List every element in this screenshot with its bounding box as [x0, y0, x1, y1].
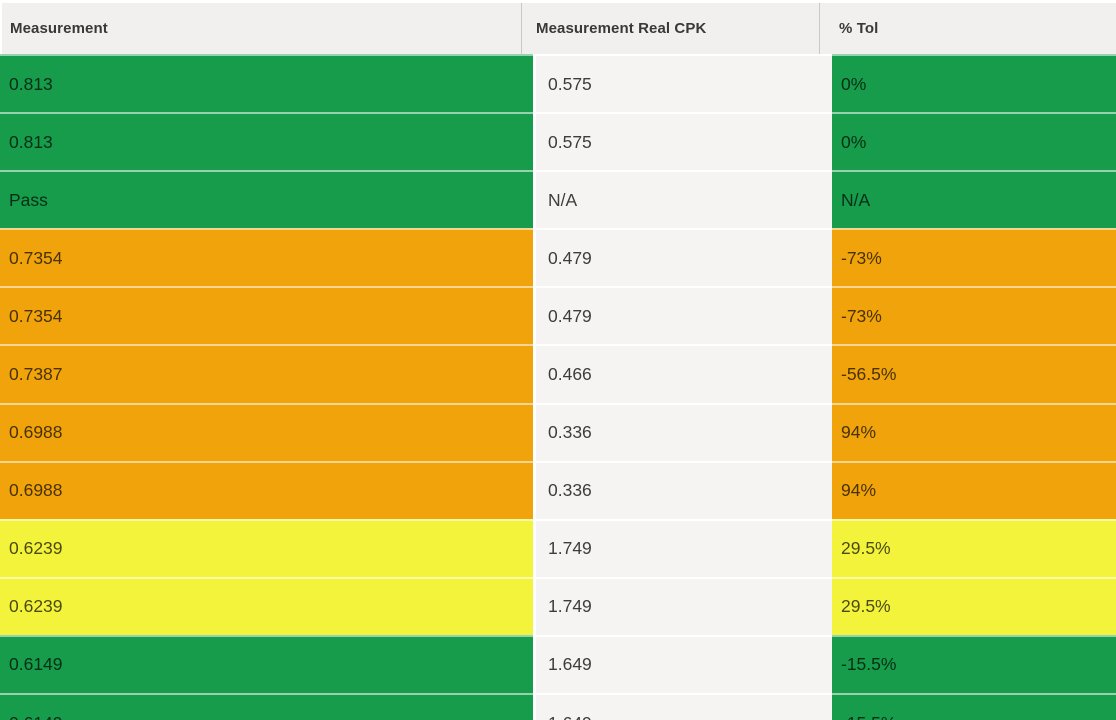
cell-measurement-real-cpk[interactable]: 1.649 [533, 693, 832, 720]
table-row: 0.7354 0.479 -73% [0, 228, 1116, 287]
cell-percent-tol[interactable]: 94% [832, 460, 1116, 519]
cell-percent-tol[interactable]: -73% [832, 228, 1116, 287]
cell-measurement[interactable]: 0.813 [0, 54, 533, 113]
cell-measurement-real-cpk[interactable]: 0.479 [533, 286, 832, 345]
cell-percent-tol[interactable]: -56.5% [832, 344, 1116, 403]
table-row: 0.813 0.575 0% [0, 112, 1116, 171]
column-header-measurement-real-cpk[interactable]: Measurement Real CPK [522, 3, 820, 54]
table-row: 0.6988 0.336 94% [0, 460, 1116, 519]
cell-measurement[interactable]: 0.7387 [0, 344, 533, 403]
cell-measurement-real-cpk[interactable]: 1.749 [533, 576, 832, 635]
cell-measurement-real-cpk[interactable]: 0.479 [533, 228, 832, 287]
cell-measurement[interactable]: 0.6149 [0, 634, 533, 694]
cell-percent-tol[interactable]: 29.5% [832, 576, 1116, 635]
cell-measurement[interactable]: 0.6239 [0, 576, 533, 635]
table-row: Pass N/A N/A [0, 170, 1116, 229]
table-row: 0.6149 1.649 -15.5% [0, 693, 1116, 720]
table-row: 0.6988 0.336 94% [0, 402, 1116, 461]
cell-measurement[interactable]: 0.6988 [0, 460, 533, 519]
column-header-percent-tol[interactable]: % Tol [839, 20, 879, 37]
cell-measurement[interactable]: 0.7354 [0, 286, 533, 345]
table-row: 0.7387 0.466 -56.5% [0, 344, 1116, 403]
table-row: 0.7354 0.479 -73% [0, 286, 1116, 345]
cell-percent-tol[interactable]: -73% [832, 286, 1116, 345]
cell-measurement[interactable]: 0.813 [0, 112, 533, 171]
cell-measurement-real-cpk[interactable]: 1.749 [533, 518, 832, 577]
cell-measurement-real-cpk[interactable]: 0.336 [533, 402, 832, 461]
cell-measurement[interactable]: Pass [0, 170, 533, 229]
cell-measurement-real-cpk[interactable]: 0.336 [533, 460, 832, 519]
table-body: 0.813 0.575 0% 0.813 0.575 0% Pass N/A N… [0, 54, 1116, 720]
table-row: 0.6149 1.649 -15.5% [0, 634, 1116, 694]
cell-percent-tol[interactable]: 0% [832, 112, 1116, 171]
table-row: 0.6239 1.749 29.5% [0, 576, 1116, 635]
cell-measurement[interactable]: 0.6988 [0, 402, 533, 461]
cell-measurement-real-cpk[interactable]: 1.649 [533, 634, 832, 694]
table-row: 0.6239 1.749 29.5% [0, 518, 1116, 577]
column-header-measurement[interactable]: Measurement [2, 3, 522, 54]
cell-percent-tol[interactable]: 0% [832, 54, 1116, 113]
cell-measurement-real-cpk[interactable]: N/A [533, 170, 832, 229]
cell-measurement[interactable]: 0.6239 [0, 518, 533, 577]
cell-percent-tol[interactable]: -15.5% [832, 634, 1116, 694]
cell-percent-tol[interactable]: -15.5% [832, 693, 1116, 720]
cell-measurement-real-cpk[interactable]: 0.575 [533, 54, 832, 113]
cell-percent-tol[interactable]: 29.5% [832, 518, 1116, 577]
table-header: Measurement Measurement Real CPK % Tol [0, 0, 1116, 54]
cell-measurement-real-cpk[interactable]: 0.575 [533, 112, 832, 171]
cell-measurement[interactable]: 0.7354 [0, 228, 533, 287]
table-row: 0.813 0.575 0% [0, 54, 1116, 113]
cell-percent-tol[interactable]: N/A [832, 170, 1116, 229]
cell-measurement-real-cpk[interactable]: 0.466 [533, 344, 832, 403]
cell-percent-tol[interactable]: 94% [832, 402, 1116, 461]
cell-measurement[interactable]: 0.6149 [0, 693, 533, 720]
